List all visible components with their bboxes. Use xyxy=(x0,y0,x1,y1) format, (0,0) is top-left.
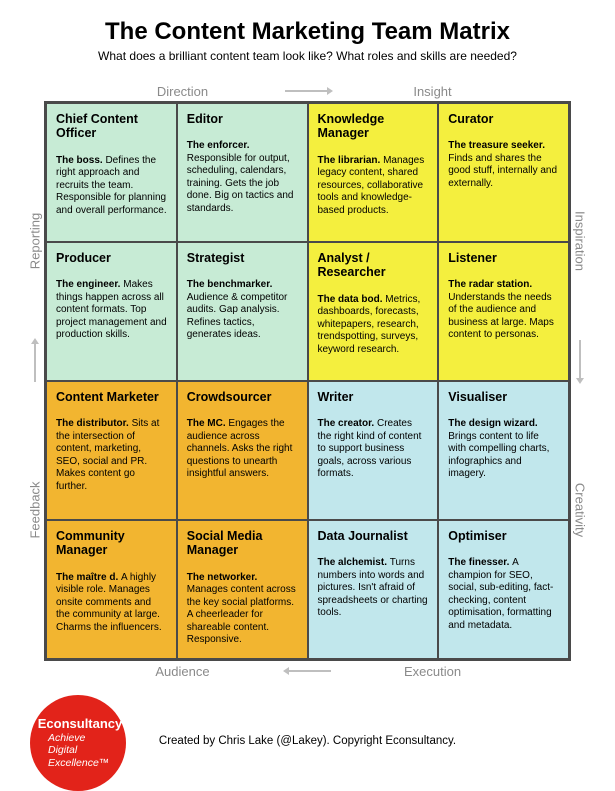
matrix-cell: Social Media Manager The networker. Manag… xyxy=(177,520,308,659)
role-title: Listener xyxy=(448,251,559,265)
role-description: The finesser. A champion for SEO, social… xyxy=(448,557,559,632)
matrix-row: Reporting Chief Content Officer The boss.… xyxy=(26,101,589,661)
matrix-cell: Chief Content Officer The boss. Defines t… xyxy=(46,103,177,242)
matrix-cell: Editor The enforcer. Responsible for outp… xyxy=(177,103,308,242)
role-description: The networker. Manages content across th… xyxy=(187,572,298,647)
axis-right-lower-label: Creativity xyxy=(573,483,588,537)
role-title: Visualiser xyxy=(448,390,559,404)
footer: Econsultancy Achieve Digital Excellence™… xyxy=(26,681,589,791)
matrix-cell: Data Journalist The alchemist. Turns numb… xyxy=(308,520,439,659)
role-title: Strategist xyxy=(187,251,298,265)
matrix-cell: Visualiser The design wizard. Brings cont… xyxy=(438,381,569,520)
axis-left-lower-label: Feedback xyxy=(28,481,43,538)
axis-left-lower: Feedback xyxy=(26,370,44,650)
page: The Content Marketing Team Matrix What d… xyxy=(0,0,615,778)
role-description: The data bod. Metrics, dashboards, forec… xyxy=(318,294,429,357)
role-description: The benchmarker. Audience & competitor a… xyxy=(187,279,298,342)
matrix-cell: Listener The radar station. Understands t… xyxy=(438,242,569,381)
axis-bottom-left-label: Audience xyxy=(133,664,233,679)
arrow-left-icon xyxy=(283,666,333,676)
role-description: The maître d. A highly visible role. Man… xyxy=(56,572,167,635)
axis-top: Direction Insight xyxy=(26,81,589,101)
role-description: The treasure seeker. Finds and shares th… xyxy=(448,140,559,190)
arrow-right-icon xyxy=(283,86,333,96)
credit-line: Created by Chris Lake (@Lakey). Copyrigh… xyxy=(26,735,589,747)
axis-bottom-right-label: Execution xyxy=(383,664,483,679)
matrix-cell: Content Marketer The distributor. Sits at… xyxy=(46,381,177,520)
role-title: Editor xyxy=(187,112,298,126)
role-description: The engineer. Makes things happen across… xyxy=(56,279,167,342)
matrix-cell: Knowledge Manager The librarian. Manages … xyxy=(308,103,439,242)
arrow-down-icon xyxy=(575,338,585,389)
arrow-up-icon xyxy=(30,338,40,389)
matrix-cell: Curator The treasure seeker. Finds and sh… xyxy=(438,103,569,242)
role-title: Knowledge Manager xyxy=(318,112,429,141)
role-title: Content Marketer xyxy=(56,390,167,404)
matrix-cell: Crowdsourcer The MC. Engages the audience… xyxy=(177,381,308,520)
page-subtitle: What does a brilliant content team look … xyxy=(26,49,589,63)
axis-bottom: Audience Execution xyxy=(26,661,589,681)
axis-top-left-label: Direction xyxy=(133,84,233,99)
role-title: Data Journalist xyxy=(318,529,429,543)
role-description: The creator. Creates the right kind of c… xyxy=(318,418,429,481)
badge-line4: Excellence™ xyxy=(48,757,109,769)
axis-right-upper-label: Inspiration xyxy=(573,211,588,271)
matrix-cell: Community Manager The maître d. A highly … xyxy=(46,520,177,659)
role-description: The radar station. Understands the needs… xyxy=(448,279,559,342)
badge-line1: Econsultancy xyxy=(38,717,123,732)
role-description: The librarian. Manages legacy content, s… xyxy=(318,155,429,218)
role-title: Community Manager xyxy=(56,529,167,558)
axis-right-lower: Creativity xyxy=(571,370,589,650)
matrix-grid: Chief Content Officer The boss. Defines t… xyxy=(44,101,571,661)
role-description: The distributor. Sits at the intersectio… xyxy=(56,418,167,493)
matrix-cell: Producer The engineer. Makes things happe… xyxy=(46,242,177,381)
role-title: Chief Content Officer xyxy=(56,112,167,141)
role-description: The alchemist. Turns numbers into words … xyxy=(318,557,429,620)
role-title: Social Media Manager xyxy=(187,529,298,558)
matrix-cell: Strategist The benchmarker. Audience & co… xyxy=(177,242,308,381)
axis-top-right-label: Insight xyxy=(383,84,483,99)
role-description: The boss. Defines the right approach and… xyxy=(56,155,167,218)
page-title: The Content Marketing Team Matrix xyxy=(26,18,589,46)
role-title: Writer xyxy=(318,390,429,404)
role-title: Optimiser xyxy=(448,529,559,543)
role-description: The design wizard. Brings content to lif… xyxy=(448,418,559,481)
role-title: Producer xyxy=(56,251,167,265)
matrix-cell: Optimiser The finesser. A champion for SE… xyxy=(438,520,569,659)
role-title: Crowdsourcer xyxy=(187,390,298,404)
role-title: Analyst / Researcher xyxy=(318,251,429,280)
axis-left-upper-label: Reporting xyxy=(28,213,43,269)
matrix-cell: Analyst / Researcher The data bod. Metric… xyxy=(308,242,439,381)
role-description: The MC. Engages the audience across chan… xyxy=(187,418,298,481)
role-title: Curator xyxy=(448,112,559,126)
role-description: The enforcer. Responsible for output, sc… xyxy=(187,140,298,215)
matrix-cell: Writer The creator. Creates the right kin… xyxy=(308,381,439,520)
